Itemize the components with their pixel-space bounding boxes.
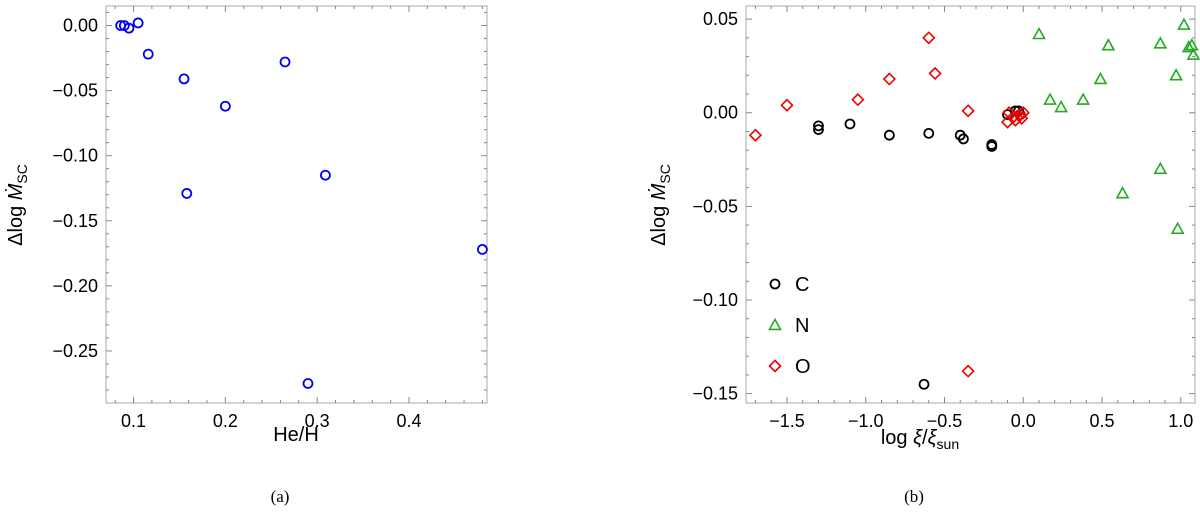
y-tick-label: −0.05 [692, 196, 738, 216]
caption-b: (b) [904, 487, 924, 506]
panel-a: 0.1 0.2 0.3 0.4 0.00 −0.05 −0.10 −0.15 −0.20 −0.… [5, 5, 488, 506]
y-tick-label: 0.05 [703, 9, 738, 29]
y-tick-label: −0.15 [692, 384, 738, 404]
x-tick-label: −1.5 [769, 411, 805, 431]
y-tick-label: −0.25 [52, 341, 98, 361]
data-point [320, 169, 331, 181]
o-data-point [961, 104, 975, 118]
c-data-point [958, 133, 969, 145]
data-point [302, 378, 314, 389]
x-tick-label: −1.0 [848, 411, 884, 431]
n-data-point [1043, 92, 1057, 105]
c-data-point [844, 118, 856, 130]
y-tick-labels-b: 0.05 0.00 −0.05 −0.10 −0.15 [692, 9, 738, 404]
x-tick-label: 0.3 [305, 411, 330, 431]
c-data-point [918, 378, 930, 390]
o-data-point [1016, 106, 1030, 120]
o-data-point [748, 128, 763, 142]
c-data-point [813, 120, 824, 132]
data-point [477, 244, 488, 255]
n-data-point [1076, 92, 1091, 105]
n-data-point [1181, 40, 1196, 53]
plot-frame-b [745, 5, 1196, 404]
n-data-point [1153, 36, 1168, 49]
y-tick-label: −0.10 [52, 146, 98, 166]
data-point [279, 56, 291, 68]
n-data-point [1153, 161, 1168, 175]
n-data-point [1169, 68, 1183, 81]
o-data-point [1013, 107, 1027, 122]
n-data-point [1115, 186, 1130, 199]
n-data-point [1177, 17, 1191, 30]
o-data-point [780, 98, 794, 112]
x-tick-label: 0.2 [213, 411, 238, 431]
n-data-point [1101, 38, 1116, 51]
x-tick-label: 0.0 [1011, 411, 1036, 431]
o-data-point [961, 364, 975, 378]
c-data-point [986, 141, 998, 152]
data-point [181, 188, 193, 199]
n-data-point [1032, 26, 1046, 40]
x-tick-labels-a: 0.1 0.2 0.3 0.4 [121, 411, 421, 431]
legend-label-n: N [795, 315, 809, 337]
legend: CNO [768, 274, 811, 378]
n-data-point [1186, 47, 1200, 60]
y-axis-title-a: Δlog ṀSC [5, 164, 30, 246]
y-tick-label: −0.05 [52, 81, 98, 101]
y-tick-label: 0.00 [703, 103, 738, 123]
tick-marks-a [106, 6, 487, 403]
legend-label-o: O [795, 356, 811, 378]
o-data-point [928, 66, 942, 81]
x-tick-labels-b: −1.5 −1.0 −0.5 0.0 0.5 1.0 [769, 411, 1193, 431]
o-data-point [851, 93, 865, 107]
legend-marker-n [768, 317, 782, 331]
o-data-point [922, 31, 936, 45]
y-tick-label: 0.00 [63, 16, 98, 36]
y-tick-label: −0.20 [52, 276, 98, 296]
caption-a: (a) [271, 487, 290, 506]
o-data-point [1007, 109, 1021, 124]
data-point [178, 73, 190, 85]
data-point [142, 48, 154, 60]
c-data-point [923, 127, 935, 139]
data-point [219, 100, 231, 112]
c-data-point [813, 124, 824, 135]
y-tick-labels-a: 0.00 −0.05 −0.10 −0.15 −0.20 −0.25 [52, 16, 98, 361]
legend-marker-c [769, 278, 781, 290]
data-point [132, 17, 144, 29]
y-tick-label: −0.10 [692, 290, 738, 310]
x-tick-label: −0.5 [927, 411, 963, 431]
x-axis-title-a: He/H [273, 424, 319, 446]
x-tick-label: 0.5 [1090, 411, 1115, 431]
c-data-point [883, 129, 895, 141]
data-points-b [748, 17, 1200, 390]
n-data-point [1054, 99, 1068, 113]
panel-b: −1.5 −1.0 −0.5 0.0 0.5 1.0 0.05 0.00 −0.05 −0.10… [648, 5, 1200, 506]
legend-label-c: C [795, 274, 809, 296]
x-tick-label: 0.1 [121, 411, 146, 431]
o-data-point [882, 72, 896, 86]
x-tick-label: 1.0 [1168, 411, 1193, 431]
n-data-point [1184, 38, 1199, 51]
x-tick-label: 0.4 [396, 411, 421, 431]
plot-frame-a [105, 5, 488, 404]
y-axis-title-b: Δlog ṀSC [648, 164, 673, 246]
n-data-point [1093, 71, 1108, 85]
n-data-point [1170, 221, 1185, 235]
x-axis-title-b: log ξ/ξsun [881, 427, 959, 452]
y-tick-label: −0.15 [52, 211, 98, 231]
tick-marks-b [746, 6, 1195, 403]
data-point [123, 22, 135, 34]
legend-marker-o [768, 359, 782, 373]
data-points-a [115, 17, 488, 389]
